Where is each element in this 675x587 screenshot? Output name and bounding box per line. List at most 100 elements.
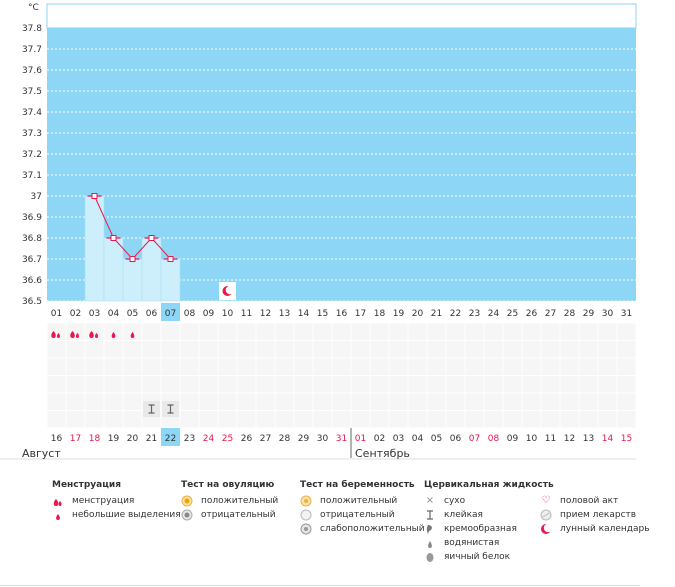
day-label: 20 [412,309,424,319]
symbol-cell [597,410,618,429]
symbol-cell [502,392,523,411]
symbol-cell [502,357,523,376]
symbol-cell [540,322,561,341]
day-label: 30 [602,309,614,319]
symbol-cell [236,322,257,341]
symbol-cell [217,410,238,429]
symbol-cell [160,357,181,376]
symbol-cell [426,392,447,411]
symbol-cell [65,375,86,394]
temperature-point [148,235,155,241]
ovulation-positive-icon [181,495,193,507]
symbol-cell [350,357,371,376]
cycle-date-label: 02 [374,434,385,444]
day-label: 14 [298,309,310,319]
symbol-cell [293,375,314,394]
symbol-cell [426,375,447,394]
heart-icon: ♡ [541,495,551,506]
legend-title: Тест на овуляцию [181,480,275,490]
day-labels: 01 02 03 04 05 06 07 08 09 10 11 12 13 14 15 16 17 18 19 20… [51,309,632,319]
symbol-cell [483,375,504,394]
symbol-cell [236,392,257,411]
cycle-date-label: 10 [526,434,538,444]
day-label: 19 [393,309,405,319]
symbol-cell [293,357,314,376]
temperature-point [110,235,117,241]
symbol-cell [84,340,105,359]
legend-item: положительный [320,496,398,506]
symbol-cell [103,357,124,376]
symbol-cell [578,375,599,394]
symbol-cell [65,392,86,411]
symbol-cell [312,357,333,376]
symbol-cell [141,375,162,394]
symbol-cell [65,357,86,376]
symbol-cell [616,375,637,394]
symbol-cell [331,375,352,394]
day-label: 23 [469,309,480,319]
symbol-cell [464,410,485,429]
footer-line [0,585,640,586]
sticky-icon [148,404,155,414]
symbol-cell [122,340,143,359]
day-label: 16 [336,309,348,319]
symbol-cell [407,340,428,359]
legend-item: отрицательный [201,510,276,520]
day-label: 09 [203,309,215,319]
month-label-first: Август [22,447,61,460]
ovulation-negative-icon [181,509,193,521]
symbol-cell [179,375,200,394]
symbol-cell [46,375,67,394]
symbol-cell [388,357,409,376]
menstruation-row [51,331,135,338]
cycle-date-label: 08 [488,434,500,444]
symbol-cell [559,357,580,376]
legend-item: небольшие выделения [72,510,181,520]
cycle-date-label: 04 [412,434,424,444]
today-day-highlight [161,303,180,321]
legend-pregnancy: Тест на беременность положительный отриц… [300,480,425,536]
symbol-cell [445,392,466,411]
symbol-cell [578,340,599,359]
symbol-cell [483,322,504,341]
cycle-date-label: 13 [583,434,594,444]
day-label: 10 [222,309,234,319]
light-spotting-icon [52,509,64,521]
symbol-cell [84,392,105,411]
symbol-cell [46,340,67,359]
symbol-cell [274,322,295,341]
temperature-bar [103,237,124,302]
cycle-date-label: 16 [51,434,63,444]
moon-icon [540,523,553,535]
menstruation-drop [89,331,94,338]
legend-item: прием лекарств [560,510,637,520]
symbol-cell [312,410,333,429]
symbol-cell [502,322,523,341]
symbol-cell [103,375,124,394]
cycle-date-label: 03 [393,434,404,444]
symbol-cell [540,392,561,411]
y-tick-label: 37.2 [22,150,42,160]
watery-icon [424,537,436,549]
temperature-point [129,256,136,262]
symbol-cell [407,410,428,429]
symbol-cell [597,340,618,359]
temperature-point [91,193,98,199]
cycle-date-label: 09 [507,434,519,444]
symbol-cell [198,340,219,359]
temperature-bar [160,258,181,302]
symbol-cell [540,375,561,394]
creamy-icon [424,523,436,535]
symbol-cell [84,375,105,394]
symbol-cell [84,410,105,429]
symbol-cell [369,340,390,359]
symbol-cell [597,322,618,341]
symbol-cell [578,322,599,341]
symbol-cell [293,410,314,429]
symbol-cell [293,392,314,411]
cycle-date-label: 23 [184,434,195,444]
cycle-date-label: 21 [146,434,157,444]
symbol-cell [559,340,580,359]
symbol-cell [616,340,637,359]
symbol-cell [255,375,276,394]
